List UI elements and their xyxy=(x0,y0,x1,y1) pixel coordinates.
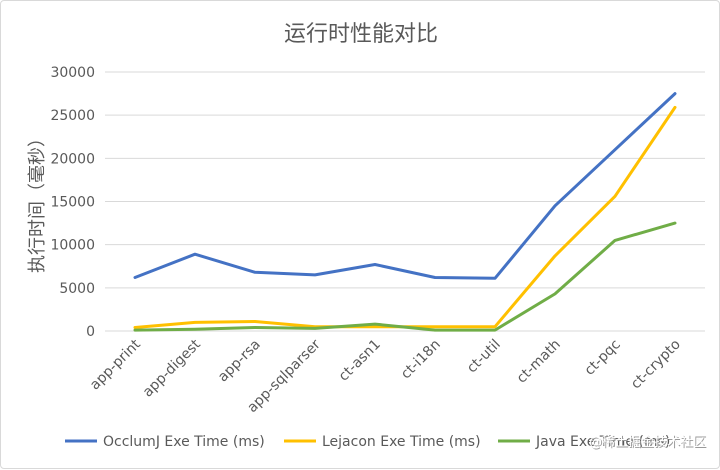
chart-title: 运行时性能对比 xyxy=(284,22,438,47)
gridlines xyxy=(105,71,705,332)
series-line-1 xyxy=(133,92,677,280)
x-tick-label: app-rsa xyxy=(215,337,264,386)
x-tick-label: ct-asn1 xyxy=(336,337,384,385)
x-tick-label: ct-crypto xyxy=(628,337,684,393)
legend-label: Java Exe Time (ms) xyxy=(535,434,670,450)
y-tick-label: 15000 xyxy=(50,195,95,211)
legend: OcclumJ Exe Time (ms) Lejacon Exe Time (m… xyxy=(65,434,670,450)
x-tick-label: ct-i18n xyxy=(398,337,444,383)
y-tick-label: 25000 xyxy=(50,108,95,124)
y-axis-label: 执行时间（毫秒） xyxy=(27,129,48,273)
series-line-2 xyxy=(133,105,677,329)
x-tick-label: app-digest xyxy=(140,336,204,400)
x-tick-label: ct-math xyxy=(514,337,564,387)
x-tick-label: ct-util xyxy=(464,337,504,377)
x-tick-label: app-print xyxy=(87,336,144,393)
legend-label: OcclumJ Exe Time (ms) xyxy=(103,434,265,450)
series-lines xyxy=(133,92,677,332)
legend-label: Lejacon Exe Time (ms) xyxy=(322,434,481,450)
x-tick-label: ct-pqc xyxy=(582,337,624,379)
y-tick-label: 30000 xyxy=(50,65,95,81)
watermark-shadow: @稀土掘金技术社区 xyxy=(590,435,707,451)
y-axis-ticks: 0 5000 10000 15000 20000 25000 30000 xyxy=(50,65,95,340)
y-tick-label: 20000 xyxy=(50,151,95,167)
series-line-3 xyxy=(133,221,677,332)
y-tick-label: 10000 xyxy=(50,238,95,254)
y-tick-label: 5000 xyxy=(59,281,95,297)
y-tick-label: 0 xyxy=(86,324,95,340)
watermark: @稀土掘金技术社区 xyxy=(589,434,706,450)
